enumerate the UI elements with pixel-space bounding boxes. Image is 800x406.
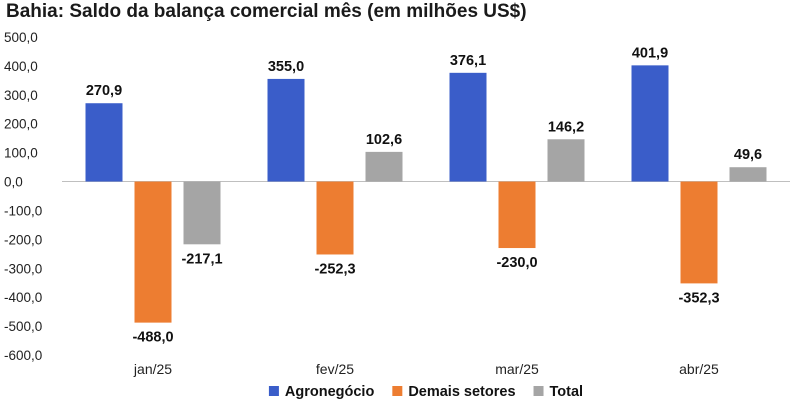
y-tick-label: 200,0 (4, 117, 38, 132)
data-label: -230,0 (496, 255, 537, 271)
y-tick-label: 100,0 (4, 146, 38, 161)
y-tick-label: -200,0 (4, 232, 42, 247)
data-label: 355,0 (268, 59, 304, 75)
y-tick-label: 400,0 (4, 59, 38, 74)
bar-agronegócio (85, 103, 123, 182)
y-tick-label: 0,0 (4, 175, 23, 190)
data-label: -488,0 (132, 330, 173, 346)
y-tick-label: -100,0 (4, 203, 42, 218)
data-label: 49,6 (734, 147, 762, 163)
bar-demais-setores (316, 181, 354, 255)
bar-demais-setores (498, 181, 536, 249)
y-tick-label: -600,0 (4, 348, 42, 363)
x-tick-label: mar/25 (495, 361, 539, 377)
legend-swatch (268, 386, 279, 396)
chart-title: Bahia: Saldo da balança comercial mês (e… (6, 1, 527, 22)
bar-demais-setores (134, 181, 172, 323)
data-label: -352,3 (678, 290, 719, 306)
legend-label: Agronegócio (285, 384, 375, 400)
data-label: 270,9 (86, 83, 122, 99)
legend-swatch (533, 386, 544, 396)
data-label: -217,1 (181, 251, 222, 267)
bar-total (729, 167, 767, 182)
y-tick-label: -500,0 (4, 319, 42, 334)
bar-demais-setores (680, 181, 718, 284)
bar-total (365, 151, 403, 182)
data-label: 102,6 (366, 132, 402, 148)
data-label: 376,1 (450, 53, 486, 69)
bar-agronegócio (267, 78, 305, 182)
y-tick-label: -300,0 (4, 261, 42, 276)
data-label: 146,2 (548, 119, 584, 135)
y-tick-label: 300,0 (4, 88, 38, 103)
legend-label: Total (550, 384, 584, 400)
data-label: -252,3 (314, 261, 355, 277)
bar-agronegócio (449, 72, 487, 182)
y-tick-label: -400,0 (4, 290, 42, 305)
legend-swatch (392, 386, 403, 396)
x-tick-label: jan/25 (133, 361, 172, 377)
bar-agronegócio (631, 65, 669, 182)
bar-total (547, 139, 585, 182)
x-tick-label: fev/25 (316, 361, 354, 377)
legend-label: Demais setores (408, 384, 515, 400)
x-tick-label: abr/25 (679, 361, 719, 377)
y-tick-label: 500,0 (4, 30, 38, 45)
bar-total (183, 181, 221, 245)
data-label: 401,9 (632, 45, 668, 61)
